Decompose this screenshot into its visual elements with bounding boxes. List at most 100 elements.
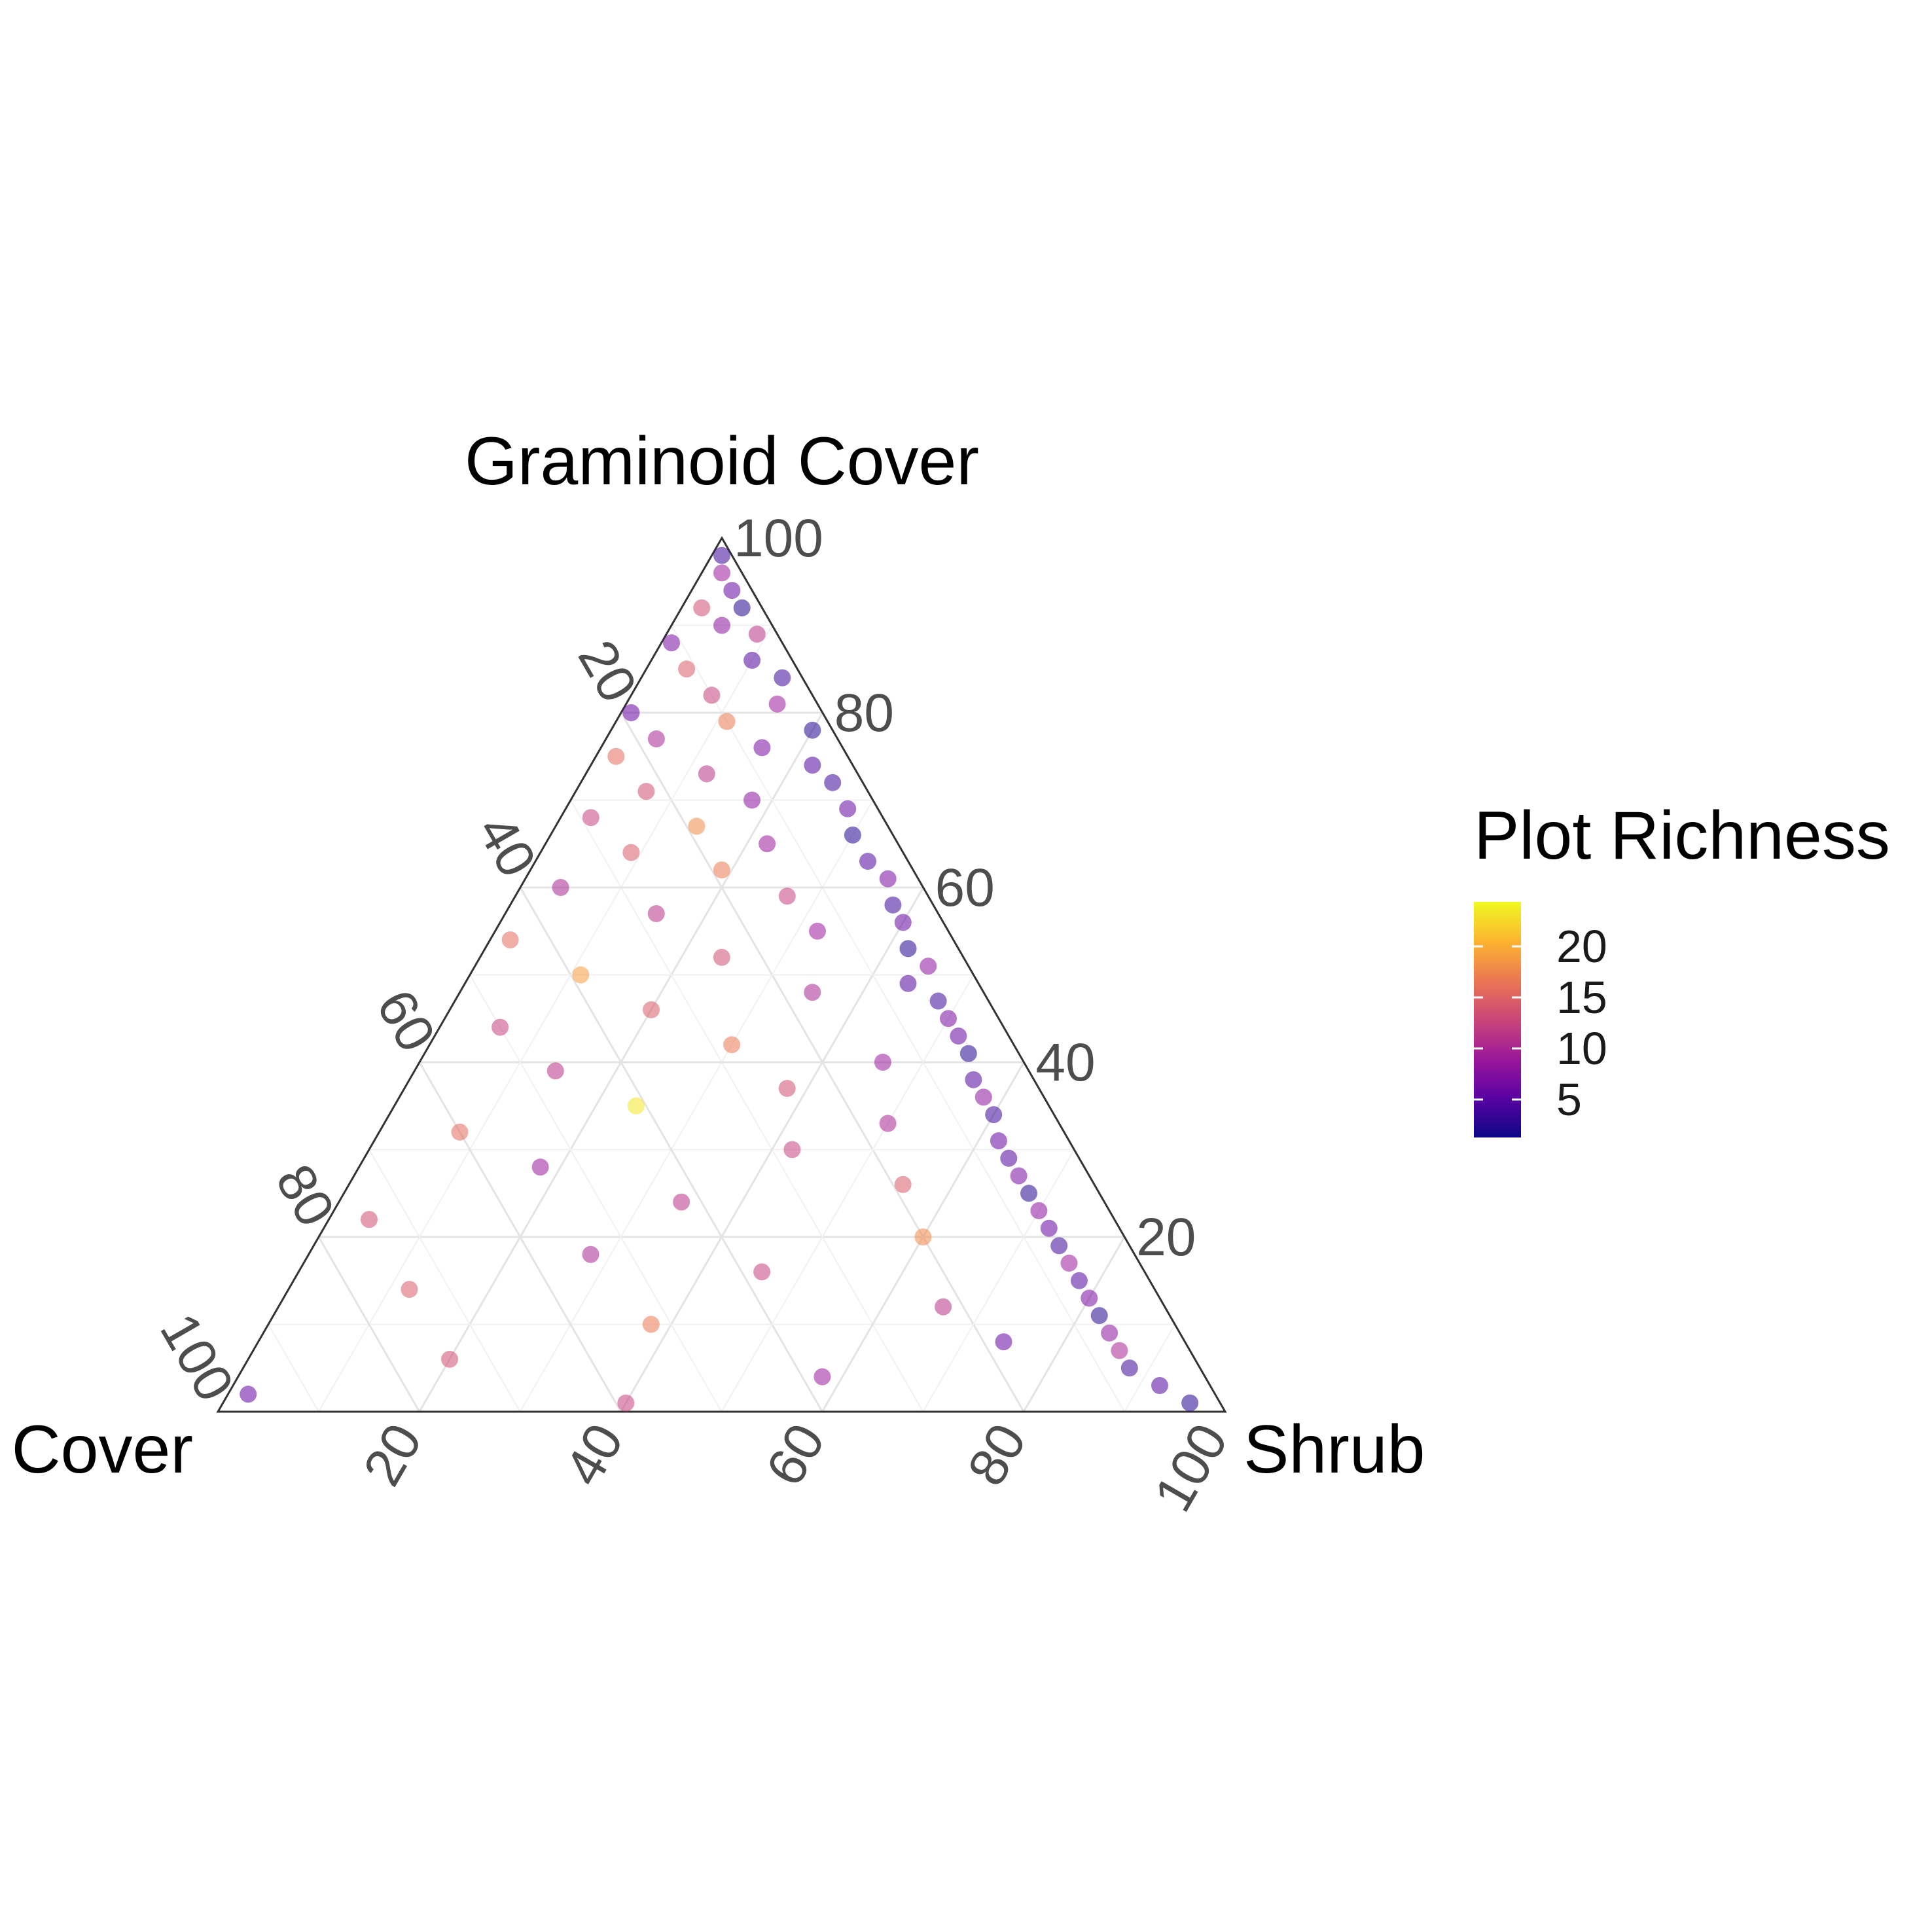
grid-line-shrub — [721, 975, 975, 1412]
cover-tick-label: 60 — [365, 980, 446, 1062]
data-point — [688, 817, 706, 835]
grid-line-shrub — [922, 1149, 1075, 1412]
data-point — [723, 1036, 741, 1054]
data-point — [894, 914, 912, 931]
data-point — [950, 1028, 967, 1045]
data-point — [678, 660, 696, 678]
data-point — [733, 599, 751, 617]
data-point — [637, 783, 655, 800]
data-point — [693, 599, 711, 617]
data-point — [451, 1123, 469, 1141]
data-point — [643, 1001, 660, 1018]
data-point — [546, 1062, 564, 1080]
data-point — [914, 1228, 932, 1245]
grid-line-cover — [317, 1236, 421, 1412]
graminoid-tick-label: 80 — [834, 683, 894, 743]
grid-line-shrub — [1124, 1324, 1175, 1412]
data-point — [985, 1106, 1003, 1124]
ternary-triangle-border — [216, 535, 1227, 1413]
graminoid-tick-label: 100 — [734, 509, 823, 568]
data-point — [622, 704, 640, 721]
legend-label-5: 5 — [1556, 1074, 1582, 1125]
legend-label-20: 20 — [1556, 921, 1607, 972]
data-point — [774, 669, 791, 687]
legend-label-10: 10 — [1556, 1023, 1607, 1074]
data-point — [804, 757, 821, 774]
data-point — [1060, 1255, 1078, 1272]
data-point — [1070, 1272, 1088, 1289]
data-point — [642, 1315, 660, 1333]
data-point — [617, 1394, 635, 1412]
data-point — [703, 687, 721, 704]
data-point — [778, 1080, 796, 1097]
data-point — [531, 1158, 549, 1176]
data-point — [965, 1071, 982, 1088]
data-point — [990, 1132, 1007, 1150]
legend-label-15: 15 — [1556, 972, 1607, 1023]
data-point — [753, 739, 771, 757]
data-point — [673, 1193, 690, 1211]
legend-colorbar — [1474, 902, 1521, 1137]
data-point — [783, 1141, 801, 1158]
data-point — [582, 1245, 599, 1263]
data-point — [607, 747, 625, 765]
data-point — [940, 1010, 957, 1028]
data-point — [1030, 1202, 1048, 1219]
data-point — [995, 1333, 1012, 1351]
data-point — [959, 1045, 977, 1062]
data-point — [647, 905, 665, 922]
data-point — [698, 765, 715, 783]
data-point — [1090, 1307, 1108, 1325]
data-point — [627, 1097, 645, 1115]
data-point — [582, 809, 599, 827]
data-point — [713, 617, 730, 634]
data-point — [1081, 1289, 1098, 1307]
data-point — [899, 975, 917, 992]
cover-tick-label: 20 — [567, 631, 648, 712]
shrub-axis-ticks: 20 40 60 80 100 — [352, 1414, 1240, 1522]
grid-line-cover — [671, 625, 1125, 1412]
data-point — [879, 870, 897, 887]
grid-line-cover — [268, 1324, 319, 1412]
data-point — [1000, 1149, 1018, 1167]
data-point — [899, 940, 917, 957]
data-point — [743, 651, 761, 669]
data-point — [975, 1088, 992, 1106]
data-point — [723, 582, 741, 599]
shrub-tick-label: 80 — [956, 1414, 1037, 1495]
data-point — [572, 966, 590, 984]
shrub-tick-label: 100 — [1143, 1414, 1239, 1522]
data-point — [1010, 1167, 1028, 1185]
shrub-tick-label: 20 — [352, 1414, 433, 1495]
data-point — [1020, 1185, 1037, 1202]
data-point — [884, 896, 902, 914]
data-point — [1040, 1219, 1058, 1237]
data-point — [663, 634, 680, 652]
data-point — [920, 957, 937, 975]
data-point — [501, 931, 519, 949]
legend-ticks — [1474, 945, 1521, 1101]
axis-titles: Graminoid Cover Cover Shrub — [12, 423, 1425, 1488]
data-point — [647, 730, 665, 747]
data-point — [1181, 1394, 1199, 1412]
data-point — [1101, 1324, 1118, 1342]
data-point — [778, 887, 796, 905]
data-point — [804, 721, 821, 739]
grid-line-cover — [570, 800, 924, 1412]
data-point — [492, 1018, 509, 1036]
color-legend: Plot Richness 20 15 10 5 — [1474, 798, 1890, 1137]
cover-tick-label: 100 — [149, 1304, 245, 1411]
cover-tick-label: 40 — [466, 806, 547, 887]
shrub-tick-label: 40 — [554, 1414, 635, 1495]
data-point — [879, 1115, 897, 1132]
graminoid-tick-label: 20 — [1136, 1208, 1196, 1267]
data-point — [1050, 1237, 1068, 1255]
data-point — [441, 1350, 458, 1368]
data-point — [809, 922, 826, 940]
grid-line-shrub — [318, 625, 773, 1412]
grid-line-shrub — [1022, 1236, 1126, 1412]
data-point — [929, 992, 947, 1010]
data-point — [768, 695, 786, 713]
data-point — [839, 800, 857, 817]
